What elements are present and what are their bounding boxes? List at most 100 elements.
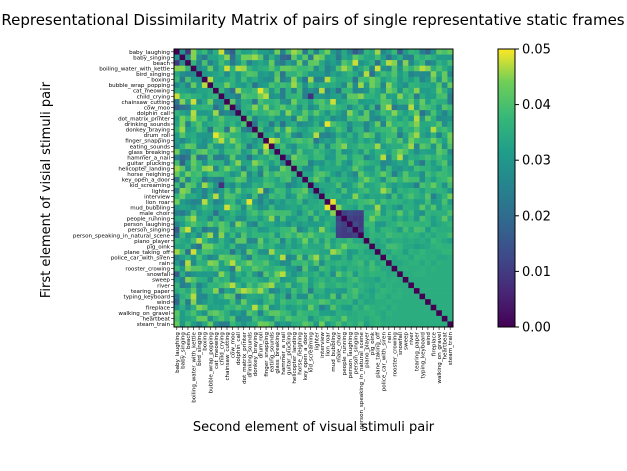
heatmap-cell [174,93,180,100]
heatmap-cell [447,71,454,78]
heatmap-cell [224,288,231,294]
y-axis-label: First element of visial stimuli pair [39,81,54,298]
heatmap-cell [274,265,281,272]
heatmap-cell [291,99,298,105]
heatmap-cell [263,110,270,117]
heatmap-cell [274,321,281,328]
heatmap-cell [218,199,225,205]
heatmap-cell [341,226,348,233]
heatmap-cell [374,93,381,100]
heatmap-cell [358,143,365,150]
heatmap-cell [408,126,415,133]
heatmap-cell [430,110,437,117]
heatmap-cell [408,49,415,55]
heatmap-cell [274,199,281,205]
heatmap-cell [430,271,437,278]
heatmap-cell [324,49,331,55]
heatmap-cell [179,276,186,283]
heatmap-cell [330,310,337,317]
heatmap-cell [413,188,420,194]
heatmap-cell [346,310,353,317]
heatmap-cell [263,115,270,122]
heatmap-cell [419,226,426,233]
heatmap-cell [402,254,409,261]
heatmap-cell [369,60,376,66]
heatmap-cell [285,76,292,83]
heatmap-cell [425,49,431,55]
heatmap-cell [402,315,409,322]
heatmap-cell [240,60,247,66]
heatmap-cell [397,238,404,244]
heatmap-cell [425,243,431,250]
colorbar-tick-label: 0.01 [522,265,551,280]
heatmap-cell [257,82,264,89]
heatmap-cell [335,221,342,228]
heatmap-cell [441,282,448,289]
heatmap-cell [352,160,359,167]
heatmap-cell [174,154,180,161]
heatmap-cell [391,104,398,111]
heatmap-cell [386,137,392,144]
heatmap-cell [285,188,292,194]
heatmap-cell [363,160,370,167]
heatmap-cell [190,171,197,178]
heatmap-cell [397,143,404,150]
heatmap-cell [319,137,325,144]
heatmap-cell [302,260,309,267]
heatmap-cell [285,226,292,233]
heatmap-cell [358,54,365,61]
heatmap-cell [352,193,359,200]
heatmap-cell [307,126,314,133]
heatmap-cell [291,321,298,328]
heatmap-cell [425,87,431,94]
heatmap-cell [436,288,443,294]
heatmap-cell [274,126,281,133]
heatmap-cell [430,260,437,267]
heatmap-cell [190,260,197,267]
heatmap-cell [213,193,219,200]
heatmap-cell [330,93,337,100]
heatmap-cell [436,49,443,55]
heatmap-cell [213,288,219,294]
heatmap-cell [218,93,225,100]
heatmap-cell [330,304,337,311]
heatmap-cell [313,299,320,306]
heatmap-cell [341,288,348,294]
heatmap-cell [196,49,203,55]
heatmap-cell [341,315,348,322]
heatmap-cell [408,121,415,128]
heatmap-cell [190,154,197,161]
heatmap-cell [235,243,242,250]
heatmap-cell [268,215,275,222]
heatmap-cell [229,299,236,306]
heatmap-cell [190,188,197,194]
y-tick-label: hammer_a_nail [127,155,170,161]
heatmap-cell [285,310,292,317]
heatmap-cell [319,93,325,100]
heatmap-cell [196,315,203,322]
heatmap-cell [436,165,443,172]
heatmap-cell [252,82,258,89]
heatmap-cell [190,210,197,217]
heatmap-cell [391,238,398,244]
heatmap-cell [179,260,186,267]
heatmap-cell [397,60,404,66]
heatmap-cell [257,271,264,278]
heatmap-cell [324,304,331,311]
heatmap-cell [447,99,454,105]
heatmap-cell [335,304,342,311]
heatmap-cell [229,49,236,55]
heatmap-cell [257,143,264,150]
heatmap-cell [174,210,180,217]
heatmap-cell [447,182,454,189]
heatmap-cell [274,71,281,78]
heatmap-cell [313,176,320,183]
heatmap-cell [363,121,370,128]
heatmap-cell [263,288,270,294]
heatmap-cell [408,115,415,122]
heatmap-cell [330,215,337,222]
heatmap-cell [285,149,292,155]
heatmap-cell [380,87,387,94]
heatmap-cell [224,65,231,72]
y-tick-label: people_running [127,217,171,223]
